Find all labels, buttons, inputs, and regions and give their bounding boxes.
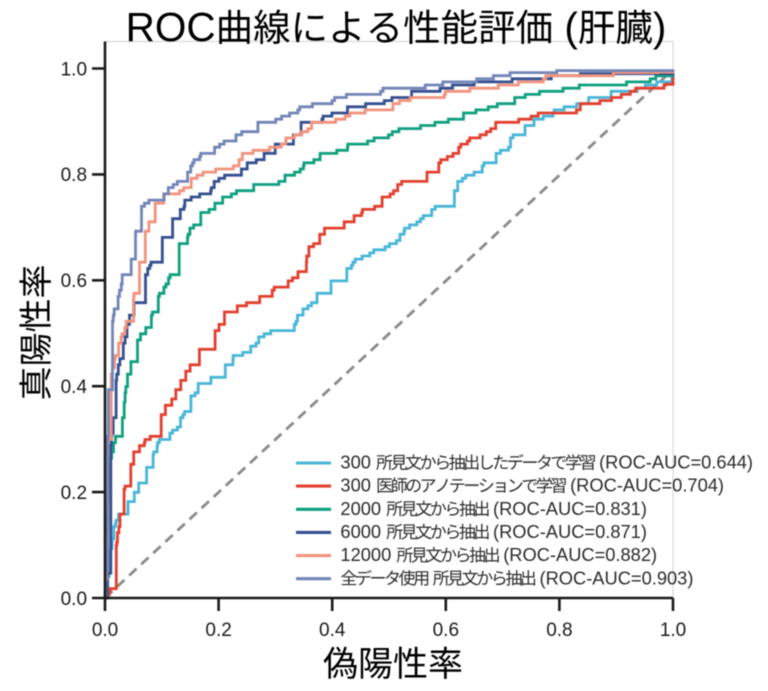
svg-text:): ) xyxy=(653,4,667,50)
svg-text:(ROC-AUC=0.831): (ROC-AUC=0.831) xyxy=(493,498,647,519)
svg-text:0.4: 0.4 xyxy=(61,377,88,398)
svg-text:(: ( xyxy=(564,4,578,50)
svg-text:(ROC-AUC=0.903): (ROC-AUC=0.903) xyxy=(540,567,694,588)
svg-text:0.2: 0.2 xyxy=(205,620,231,641)
svg-text:0.4: 0.4 xyxy=(319,620,346,641)
svg-text:1.0: 1.0 xyxy=(61,59,87,80)
svg-text:(ROC-AUC=0.644): (ROC-AUC=0.644) xyxy=(599,452,753,473)
svg-text:ROC: ROC xyxy=(126,4,216,50)
svg-text:6000: 6000 xyxy=(340,521,381,542)
svg-text:0.8: 0.8 xyxy=(546,620,572,641)
svg-text:0.6: 0.6 xyxy=(61,271,87,292)
svg-text:1.0: 1.0 xyxy=(660,620,686,641)
svg-text:0.8: 0.8 xyxy=(61,165,87,186)
svg-text:12000: 12000 xyxy=(340,544,391,565)
svg-text:2000: 2000 xyxy=(340,498,381,519)
svg-text:300: 300 xyxy=(340,475,371,496)
svg-text:300: 300 xyxy=(340,452,371,473)
svg-text:0.0: 0.0 xyxy=(92,620,118,641)
svg-text:0.6: 0.6 xyxy=(433,620,459,641)
svg-text:(ROC-AUC=0.704): (ROC-AUC=0.704) xyxy=(570,475,724,496)
svg-text:(ROC-AUC=0.882): (ROC-AUC=0.882) xyxy=(503,544,657,565)
svg-text:(ROC-AUC=0.871): (ROC-AUC=0.871) xyxy=(493,521,647,542)
svg-text:0.0: 0.0 xyxy=(61,589,87,610)
svg-text:0.2: 0.2 xyxy=(61,483,87,504)
